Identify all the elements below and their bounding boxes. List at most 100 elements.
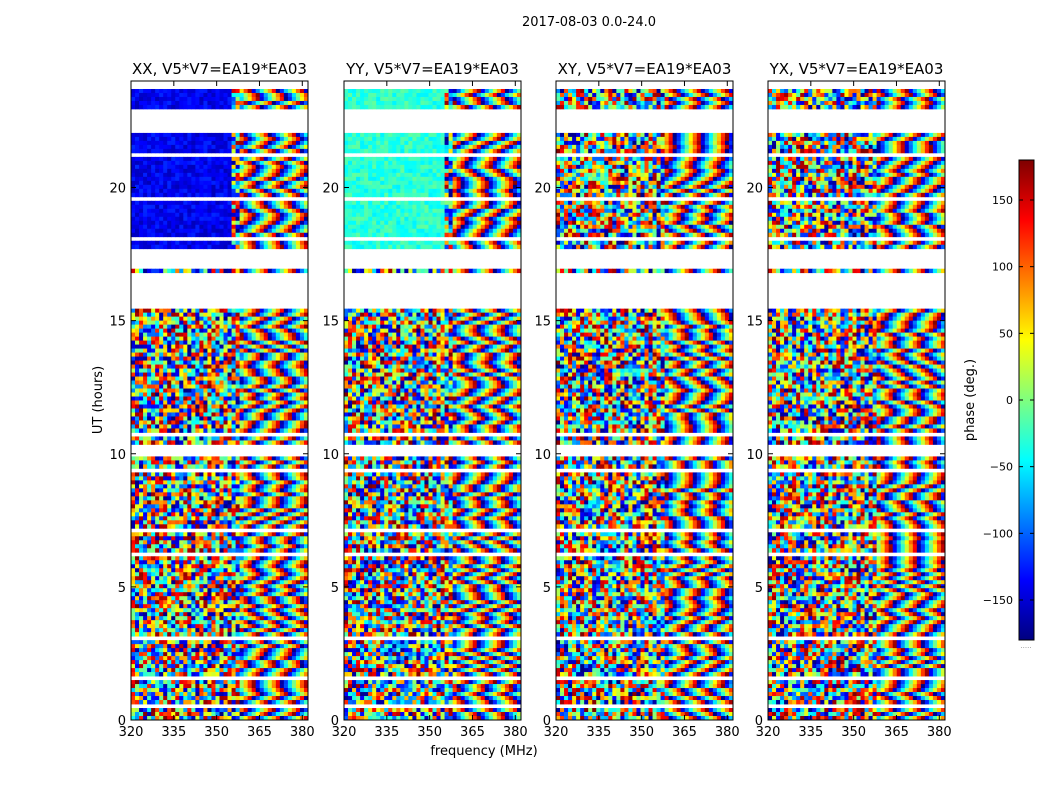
heatmap-cell xyxy=(224,321,228,325)
heatmap-cell xyxy=(256,632,260,636)
heatmap-cell xyxy=(220,325,224,329)
heatmap-cell xyxy=(207,385,211,389)
heatmap-cell xyxy=(159,133,163,137)
heatmap-cell xyxy=(183,209,187,213)
heatmap-cell xyxy=(240,464,244,468)
heatmap-cell xyxy=(292,648,296,652)
heatmap-cell xyxy=(195,408,199,412)
heatmap-cell xyxy=(207,361,211,365)
heatmap-cell xyxy=(131,624,135,628)
heatmap-cell xyxy=(163,233,167,237)
heatmap-cell xyxy=(280,365,284,369)
heatmap-cell xyxy=(151,548,155,552)
heatmap-cell xyxy=(207,213,211,217)
heatmap-cell xyxy=(224,189,228,193)
heatmap-cell xyxy=(256,480,260,484)
heatmap-cell xyxy=(131,488,135,492)
heatmap-cell xyxy=(220,436,224,440)
heatmap-cell xyxy=(228,137,232,141)
heatmap-cell xyxy=(272,209,276,213)
heatmap-cell xyxy=(236,560,240,564)
heatmap-cell xyxy=(191,500,195,504)
heatmap-cell xyxy=(151,345,155,349)
heatmap-cell xyxy=(296,580,300,584)
heatmap-cell xyxy=(244,161,248,165)
heatmap-cell xyxy=(167,596,171,600)
heatmap-cell xyxy=(199,345,203,349)
heatmap-cell xyxy=(187,512,191,516)
heatmap-cell xyxy=(276,516,280,520)
heatmap-cell xyxy=(215,564,219,568)
heatmap-cell xyxy=(264,401,268,405)
heatmap-cell xyxy=(175,201,179,205)
heatmap-cell xyxy=(232,548,236,552)
heatmap-cell xyxy=(248,241,252,245)
heatmap-cell xyxy=(300,500,304,504)
heatmap-cell xyxy=(195,548,199,552)
heatmap-cell xyxy=(232,580,236,584)
heatmap-cell xyxy=(220,377,224,381)
heatmap-cell xyxy=(224,520,228,524)
heatmap-cell xyxy=(151,600,155,604)
heatmap-cell xyxy=(260,201,264,205)
heatmap-cell xyxy=(183,397,187,401)
heatmap-cell xyxy=(143,612,147,616)
heatmap-cell xyxy=(228,440,232,444)
heatmap-cell xyxy=(224,361,228,365)
heatmap-cell xyxy=(276,480,280,484)
heatmap-cell xyxy=(199,161,203,165)
heatmap-cell xyxy=(280,408,284,412)
heatmap-cell xyxy=(264,341,268,345)
heatmap-cell xyxy=(248,357,252,361)
heatmap-cell xyxy=(268,460,272,464)
heatmap-cell xyxy=(135,393,139,397)
heatmap-cell xyxy=(167,229,171,233)
heatmap-cell xyxy=(256,97,260,101)
heatmap-cell xyxy=(175,540,179,544)
heatmap-cell xyxy=(191,177,195,181)
heatmap-cell xyxy=(220,213,224,217)
heatmap-cell xyxy=(203,349,207,353)
heatmap-cell xyxy=(151,640,155,644)
heatmap-cell xyxy=(143,193,147,197)
heatmap-cell xyxy=(272,492,276,496)
heatmap-cell xyxy=(163,504,167,508)
heatmap-cell xyxy=(264,141,268,145)
heatmap-cell xyxy=(199,233,203,237)
heatmap-cell xyxy=(179,456,183,460)
heatmap-cell xyxy=(191,600,195,604)
heatmap-cell xyxy=(284,337,288,341)
heatmap-cell xyxy=(199,556,203,560)
heatmap-cell xyxy=(131,616,135,620)
heatmap-cell xyxy=(171,492,175,496)
heatmap-cell xyxy=(224,412,228,416)
heatmap-cell xyxy=(252,464,256,468)
heatmap-cell xyxy=(143,520,147,524)
heatmap-cell xyxy=(288,309,292,313)
heatmap-cell xyxy=(240,149,244,153)
heatmap-cell xyxy=(220,221,224,225)
heatmap-cell xyxy=(143,576,147,580)
heatmap-cell xyxy=(240,484,244,488)
heatmap-cell xyxy=(228,588,232,592)
heatmap-cell xyxy=(215,456,219,460)
heatmap-cell xyxy=(252,656,256,660)
heatmap-cell xyxy=(183,381,187,385)
heatmap-cell xyxy=(155,369,159,373)
heatmap-cell xyxy=(195,89,199,93)
heatmap-cell xyxy=(155,536,159,540)
heatmap-cell xyxy=(232,612,236,616)
heatmap-cell xyxy=(276,580,280,584)
heatmap-cell xyxy=(171,389,175,393)
heatmap-cell xyxy=(292,385,296,389)
heatmap-cell xyxy=(224,201,228,205)
heatmap-cell xyxy=(159,572,163,576)
heatmap-cell xyxy=(207,572,211,576)
heatmap-cell xyxy=(232,157,236,161)
heatmap-cell xyxy=(256,353,260,357)
heatmap-cell xyxy=(220,604,224,608)
heatmap-cell xyxy=(260,137,264,141)
heatmap-cell xyxy=(256,524,260,528)
heatmap-cell xyxy=(224,169,228,173)
heatmap-cell xyxy=(199,624,203,628)
